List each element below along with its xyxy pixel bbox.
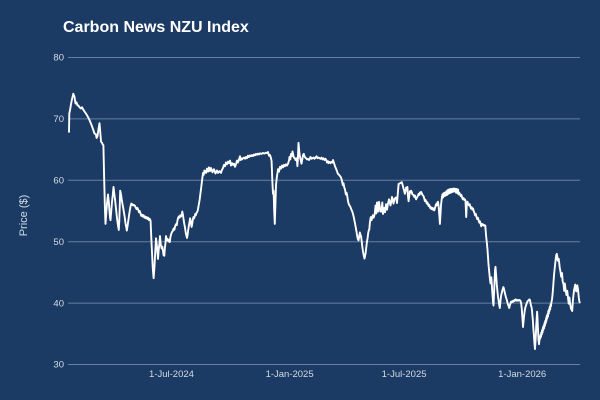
svg-text:1-Jan-2025: 1-Jan-2025 xyxy=(266,369,314,380)
svg-text:30: 30 xyxy=(53,360,64,371)
svg-text:80: 80 xyxy=(53,53,64,64)
svg-text:60: 60 xyxy=(53,176,64,187)
svg-text:70: 70 xyxy=(53,114,64,125)
svg-text:Carbon News NZU Index: Carbon News NZU Index xyxy=(63,19,249,36)
svg-text:1-Jul-2025: 1-Jul-2025 xyxy=(382,369,427,380)
svg-text:Price ($): Price ($) xyxy=(18,195,30,237)
svg-text:1-Jan-2026: 1-Jan-2026 xyxy=(498,369,546,380)
svg-text:50: 50 xyxy=(53,237,64,248)
svg-text:1-Jul-2024: 1-Jul-2024 xyxy=(149,369,194,380)
svg-text:40: 40 xyxy=(53,298,64,309)
